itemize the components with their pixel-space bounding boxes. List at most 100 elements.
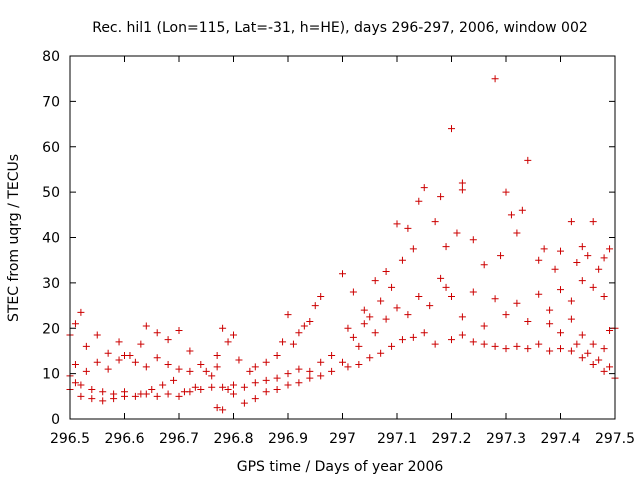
data-point [366,354,374,362]
data-point [573,258,581,266]
x-tick-label: 297.1 [377,431,417,447]
data-point [600,367,608,375]
data-point [513,299,521,307]
data-point [191,383,199,391]
data-point [388,283,396,291]
data-point [349,288,357,296]
data-point [589,218,597,226]
data-point [502,311,510,319]
data-point [235,356,243,364]
data-point [584,349,592,357]
data-point [77,381,85,389]
data-point [589,283,597,291]
data-point [99,388,107,396]
data-point [578,331,586,339]
data-point [469,236,477,244]
data-point [273,374,281,382]
data-point [131,358,139,366]
data-point [77,308,85,316]
data-point [567,218,575,226]
x-tick-label: 296.7 [159,431,199,447]
data-point [420,184,428,192]
y-tick-label: 10 [42,367,60,383]
data-point [88,386,96,394]
data-point [284,370,292,378]
y-tick-label: 40 [42,231,60,247]
data-point [409,333,417,341]
data-point [251,379,259,387]
y-tick-label: 60 [42,140,60,156]
data-point [524,317,532,325]
data-point [415,197,423,205]
data-point [77,392,85,400]
data-point [295,329,303,337]
data-point [142,322,150,330]
data-point [393,220,401,228]
data-point [115,356,123,364]
data-point [535,290,543,298]
data-point [366,313,374,321]
data-point [431,218,439,226]
y-tick-label: 0 [51,412,60,428]
data-point [491,342,499,350]
data-point [164,336,172,344]
data-point [273,386,281,394]
data-points [66,75,619,414]
data-point [355,361,363,369]
data-point [469,288,477,296]
data-point [513,229,521,237]
data-point [219,324,227,332]
y-tick-label: 30 [42,276,60,292]
data-point [437,193,445,201]
x-tick-label: 297.5 [595,431,635,447]
data-point [153,392,161,400]
data-point [606,245,614,253]
data-point [219,383,227,391]
data-point [164,361,172,369]
data-point [360,320,368,328]
data-point [153,329,161,337]
data-point [540,245,548,253]
data-point [349,333,357,341]
data-point [175,327,183,335]
data-point [442,283,450,291]
data-point [317,358,325,366]
data-point [524,345,532,353]
data-point [458,179,466,187]
data-point [600,345,608,353]
data-point [448,125,455,133]
data-point [502,345,510,353]
data-point [546,306,554,314]
data-point [497,252,505,260]
data-point [311,302,319,310]
data-point [279,338,287,346]
data-point [93,358,101,366]
data-point [388,342,396,350]
data-point [567,297,575,305]
data-point [453,229,461,237]
data-point [240,383,248,391]
data-point [600,254,608,262]
data-point [99,397,107,405]
data-point [240,399,248,407]
data-point [448,292,455,300]
data-point [284,311,292,319]
data-point [82,367,90,375]
data-point [535,340,543,348]
data-point [524,156,532,164]
data-point [317,292,325,300]
data-point [295,379,303,387]
data-point [186,347,194,355]
data-point [448,336,455,344]
data-point [121,392,128,400]
data-point [71,361,79,369]
x-tick-label: 297.3 [486,431,526,447]
data-point [518,206,526,214]
x-tick-label: 297.4 [540,431,580,447]
x-tick-label: 296.6 [104,431,144,447]
data-point [578,277,586,285]
data-point [328,367,336,375]
data-point [480,261,488,269]
data-point [578,243,586,251]
